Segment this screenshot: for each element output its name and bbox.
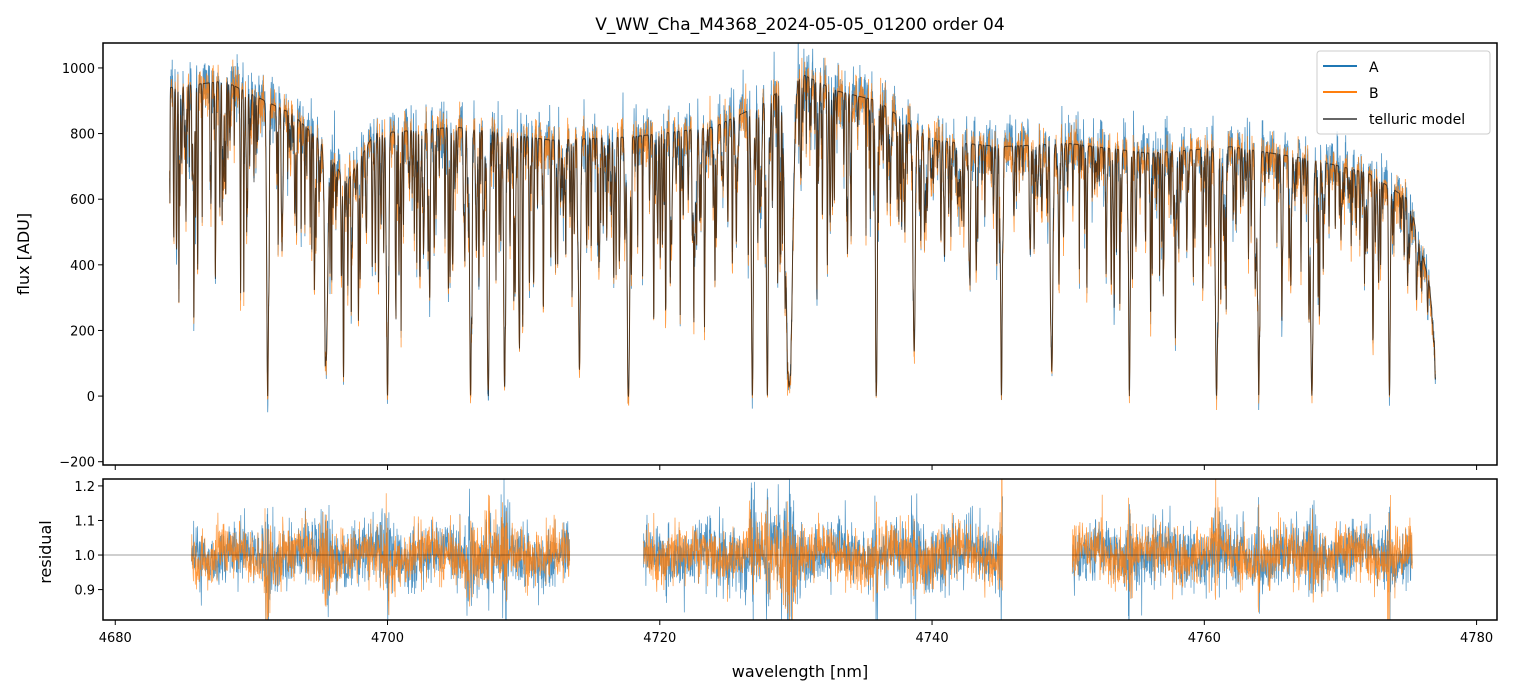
flux-y-tick-label: 1000 [62,62,95,77]
legend-label-b: B [1369,86,1379,102]
x-tick-label: 4760 [1188,631,1221,646]
flux-y-tick-label: 400 [70,259,95,274]
flux-plot-area [169,43,1436,413]
flux-y-tick-label: 800 [70,128,95,143]
chart-title: V_WW_Cha_M4368_2024-05-05_01200 order 04 [595,15,1004,35]
flux-y-tick-label: 600 [70,193,95,208]
residual-y-tick-label: 1.0 [74,549,95,564]
x-tick-label: 4720 [643,631,676,646]
residual-b-segment-2 [1071,479,1413,620]
legend: A B telluric model [1316,50,1491,135]
residual-axes-frame [102,478,1498,621]
axes: 4680 4700 4720 4740 4760 4780 −200 0 200 400 600 80… [59,62,1493,646]
x-tick-label: 4780 [1460,631,1493,646]
flux-y-tick-label: 200 [70,324,95,339]
x-tick-label: 4740 [916,631,949,646]
y-axis-label-residual: residual [36,520,55,583]
legend-box [1316,50,1491,135]
residual-plot-area [103,479,1497,620]
flux-y-tick-label: 0 [87,390,95,405]
x-tick-label: 4700 [371,631,404,646]
residual-b-segment-1 [643,479,1003,620]
legend-label-telluric: telluric model [1369,112,1465,128]
legend-label-a: A [1369,60,1379,76]
residual-y-tick-label: 0.9 [74,584,95,599]
flux-y-tick-label: −200 [59,456,95,471]
x-tick-label: 4680 [99,631,132,646]
residual-b-segment-0 [191,493,571,620]
telluric-model-line [169,74,1436,398]
y-axis-label-flux: flux [ADU] [14,213,33,295]
residual-y-tick-label: 1.1 [74,514,95,529]
residual-y-tick-label: 1.2 [74,480,95,495]
x-axis-label: wavelength [nm] [732,662,869,681]
flux-axes-frame [102,42,1498,466]
